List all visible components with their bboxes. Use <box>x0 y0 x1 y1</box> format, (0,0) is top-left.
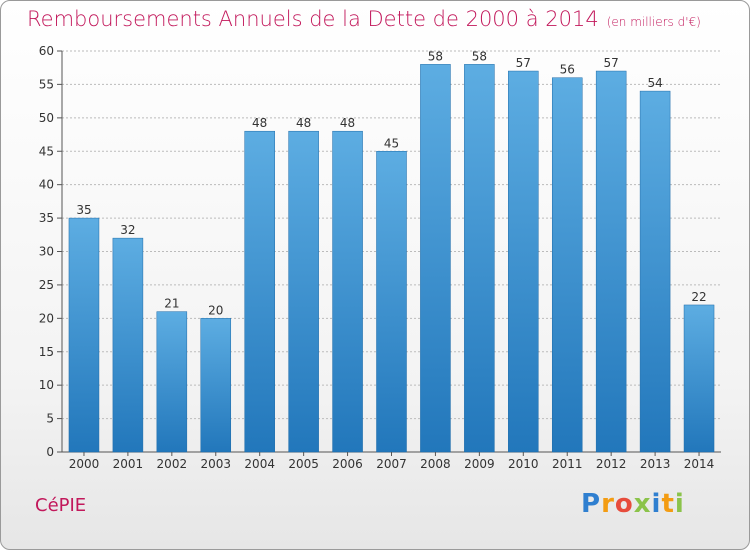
data-label: 48 <box>252 116 267 130</box>
x-tick-label: 2010 <box>508 457 539 471</box>
y-tick-label: 5 <box>46 412 54 426</box>
data-label: 35 <box>76 203 91 217</box>
x-tick-label: 2012 <box>596 457 627 471</box>
bar <box>332 130 363 453</box>
data-label: 58 <box>472 49 487 63</box>
x-tick-label: 2005 <box>288 457 319 471</box>
data-label: 22 <box>691 290 706 304</box>
data-label: 58 <box>428 49 443 63</box>
bar <box>420 64 451 453</box>
y-tick-label: 20 <box>39 311 54 325</box>
x-tick-label: 2001 <box>113 457 144 471</box>
y-tick-label: 60 <box>39 44 54 58</box>
y-tick-label: 35 <box>39 211 54 225</box>
bar <box>683 304 715 453</box>
x-tick-label: 2014 <box>684 457 715 471</box>
data-label: 32 <box>120 223 135 237</box>
y-tick-label: 40 <box>39 178 54 192</box>
logo-letter: t <box>661 489 675 519</box>
bar <box>200 318 232 453</box>
x-tick-label: 2000 <box>69 457 100 471</box>
x-tick-label: 2002 <box>157 457 188 471</box>
data-label: 57 <box>604 56 619 70</box>
x-tick-label: 2007 <box>376 457 407 471</box>
x-tick-label: 2013 <box>640 457 671 471</box>
logo-letter: i <box>651 489 662 519</box>
bar <box>639 90 671 453</box>
bar <box>376 151 407 453</box>
bar <box>156 311 188 453</box>
data-label: 54 <box>647 76 662 90</box>
logo-letter: r <box>601 489 615 519</box>
y-tick-label: 45 <box>39 144 54 158</box>
proxiti-logo: Proxiti <box>581 489 685 519</box>
logo-letter: o <box>614 489 634 519</box>
y-tick-label: 10 <box>39 378 54 392</box>
x-tick-label: 2011 <box>552 457 583 471</box>
logo-letter: x <box>633 489 652 519</box>
x-tick-label: 2004 <box>244 457 275 471</box>
y-tick-label: 50 <box>39 111 54 125</box>
x-tick-label: 2008 <box>420 457 451 471</box>
data-label: 48 <box>340 116 355 130</box>
y-tick-label: 30 <box>39 245 54 259</box>
y-tick-label: 0 <box>46 445 54 459</box>
bar <box>508 70 539 453</box>
y-tick-label: 15 <box>39 345 54 359</box>
x-tick-label: 2006 <box>332 457 363 471</box>
x-tick-label: 2003 <box>200 457 231 471</box>
bar <box>595 70 627 453</box>
data-label: 48 <box>296 116 311 130</box>
logo-letter: i <box>674 489 685 519</box>
chart-title-text: Remboursements Annuels de la Dette de 20… <box>27 7 599 31</box>
logo-letter: P <box>581 489 602 519</box>
chart-title: Remboursements Annuels de la Dette de 20… <box>27 7 701 31</box>
data-label: 20 <box>208 303 223 317</box>
city-name: CéPIE <box>35 495 87 516</box>
y-tick-label: 25 <box>39 278 54 292</box>
bar <box>112 237 144 453</box>
data-label: 21 <box>164 297 179 311</box>
data-label: 56 <box>560 63 575 77</box>
bar <box>68 217 100 453</box>
chart-unit: (en milliers d'€) <box>606 15 701 29</box>
bar <box>551 77 583 453</box>
bar <box>244 130 275 453</box>
bar <box>288 130 319 453</box>
y-tick-label: 55 <box>39 77 54 91</box>
data-label: 45 <box>384 136 399 150</box>
x-tick-label: 2009 <box>464 457 495 471</box>
bar <box>464 64 495 453</box>
data-label: 57 <box>516 56 531 70</box>
